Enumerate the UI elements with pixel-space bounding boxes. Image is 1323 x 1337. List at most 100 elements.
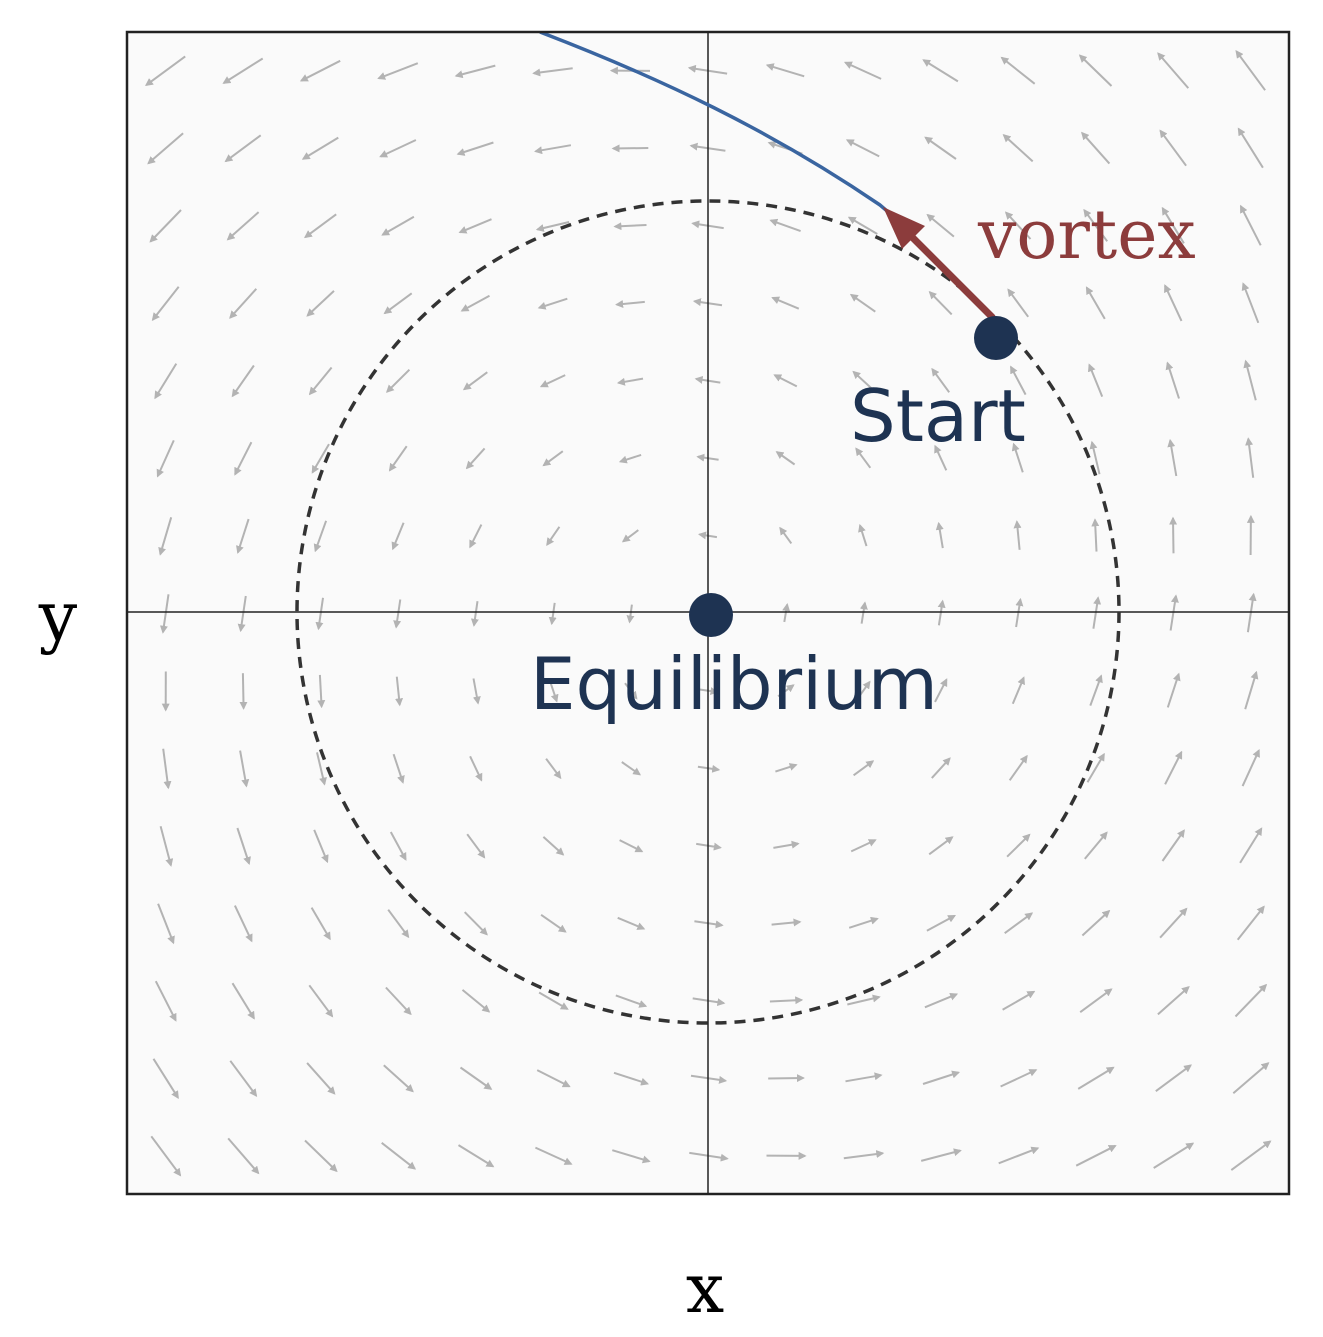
field-arrow (231, 364, 255, 398)
start-label: Start (850, 374, 1026, 458)
field-arrow (377, 62, 419, 80)
field-arrow (1166, 672, 1181, 708)
field-arrow (459, 1066, 493, 1090)
field-arrow (234, 441, 253, 476)
field-arrow (1236, 905, 1265, 941)
field-arrow (1164, 750, 1183, 785)
field-arrow (926, 213, 955, 238)
field-arrow (385, 368, 411, 393)
field-arrow (1232, 1062, 1270, 1095)
field-arrow (928, 290, 953, 316)
field-arrow (1159, 129, 1187, 167)
field-arrow (1085, 286, 1106, 320)
field-arrow (1155, 1064, 1192, 1093)
field-arrow (469, 755, 483, 782)
field-arrow (1089, 440, 1101, 475)
field-arrow (848, 916, 879, 929)
field-arrow (1159, 907, 1188, 939)
field-arrow (236, 518, 250, 554)
field-arrow (775, 763, 798, 773)
field-arrow (615, 300, 645, 308)
field-arrow (385, 986, 412, 1016)
field-arrow (470, 601, 479, 627)
y-axis-title: y (38, 578, 78, 657)
field-arrow (924, 992, 959, 1009)
field-arrow (151, 286, 180, 321)
field-arrow (1092, 596, 1102, 629)
field-arrow (159, 594, 170, 634)
field-arrow (306, 1062, 336, 1095)
field-arrow (457, 1144, 495, 1168)
field-arrow (469, 524, 483, 549)
field-arrow (1004, 211, 1032, 240)
field-arrow (779, 526, 793, 544)
vector-field (145, 50, 1272, 1177)
field-arrow (460, 294, 490, 312)
trajectory-curve (539, 32, 902, 224)
field-arrow (229, 1060, 258, 1097)
field-arrow (922, 59, 959, 83)
field-arrow (387, 909, 410, 939)
field-arrow (1083, 208, 1109, 242)
field-arrow (1089, 674, 1103, 706)
field-arrow (233, 905, 253, 943)
field-arrow (1013, 520, 1022, 550)
field-arrow (1000, 56, 1036, 85)
field-arrow (855, 447, 872, 469)
field-arrow (229, 288, 258, 319)
field-arrow (1075, 1144, 1117, 1167)
equilibrium-label: Equilibrium (530, 642, 938, 726)
field-arrow (1007, 288, 1030, 318)
field-arrow (472, 678, 481, 705)
field-arrow (924, 136, 957, 160)
field-arrow (1079, 988, 1113, 1014)
field-arrow (383, 1064, 414, 1093)
field-arrow (1239, 827, 1263, 864)
field-arrow (1084, 831, 1108, 860)
field-arrow (1153, 1142, 1195, 1169)
field-arrow (222, 57, 264, 84)
field-arrow (1157, 52, 1190, 89)
field-arrow (782, 603, 791, 623)
field-arrow (937, 599, 946, 626)
field-arrow (548, 602, 557, 626)
field-arrow (239, 673, 248, 710)
field-arrow (775, 451, 796, 466)
field-arrow (613, 1071, 650, 1086)
field-arrow (624, 682, 638, 700)
field-arrow (769, 996, 804, 1005)
field-arrow (1241, 748, 1260, 787)
field-arrow (456, 141, 494, 156)
field-arrow (395, 676, 404, 707)
field-arrow (777, 684, 795, 698)
field-arrow (858, 523, 868, 547)
field-arrow (853, 760, 875, 777)
field-arrow (1244, 670, 1259, 710)
field-arrow (618, 453, 642, 464)
field-arrow (1167, 438, 1178, 477)
field-arrow (537, 297, 568, 310)
field-arrow (381, 1142, 417, 1170)
field-arrow (1245, 437, 1255, 478)
vortex-label: vortex (977, 196, 1196, 275)
field-arrow (1011, 442, 1024, 473)
field-arrow (1157, 986, 1190, 1016)
field-arrow (619, 839, 644, 853)
field-arrow (389, 831, 407, 861)
field-arrow (1165, 361, 1180, 399)
field-arrow (1161, 206, 1185, 244)
field-arrow (392, 753, 405, 784)
field-arrow (539, 374, 566, 388)
field-arrow (227, 1137, 260, 1175)
field-arrow (154, 363, 178, 400)
vortex-arrow (883, 207, 996, 321)
field-arrow (454, 64, 496, 79)
field-arrow (765, 63, 805, 78)
field-arrow (532, 67, 573, 77)
field-arrow (540, 913, 567, 933)
field-arrow (316, 752, 327, 786)
field-arrow (224, 134, 262, 163)
field-arrow (1081, 131, 1111, 165)
field-arrow (621, 529, 639, 543)
